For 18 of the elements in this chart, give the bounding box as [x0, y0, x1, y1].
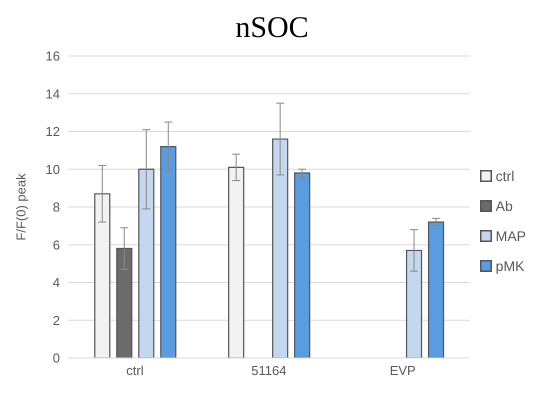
y-tick-label: 14 [46, 86, 60, 102]
legend-label: MAP [496, 228, 526, 244]
x-tick-label: EVP [390, 363, 416, 378]
y-tick-label: 6 [52, 237, 60, 252]
legend-label: Ab [496, 198, 513, 214]
legend-label: ctrl [496, 168, 514, 184]
y-tick-label: 8 [52, 200, 60, 215]
y-tick-label: 10 [46, 162, 60, 177]
y-tick-label: 2 [52, 312, 60, 328]
y-tick-label: 0 [52, 350, 60, 366]
x-tick-label: 51164 [251, 363, 286, 378]
y-axis-title: F/F(0) peak [14, 172, 29, 241]
legend-label: pMK [496, 258, 524, 274]
y-tick-label: 12 [46, 124, 60, 140]
x-tick-label: ctrl [126, 363, 144, 378]
y-tick-label: 16 [46, 48, 60, 64]
y-tick-label: 4 [52, 275, 60, 290]
chart-title: nSOC [234, 10, 310, 46]
